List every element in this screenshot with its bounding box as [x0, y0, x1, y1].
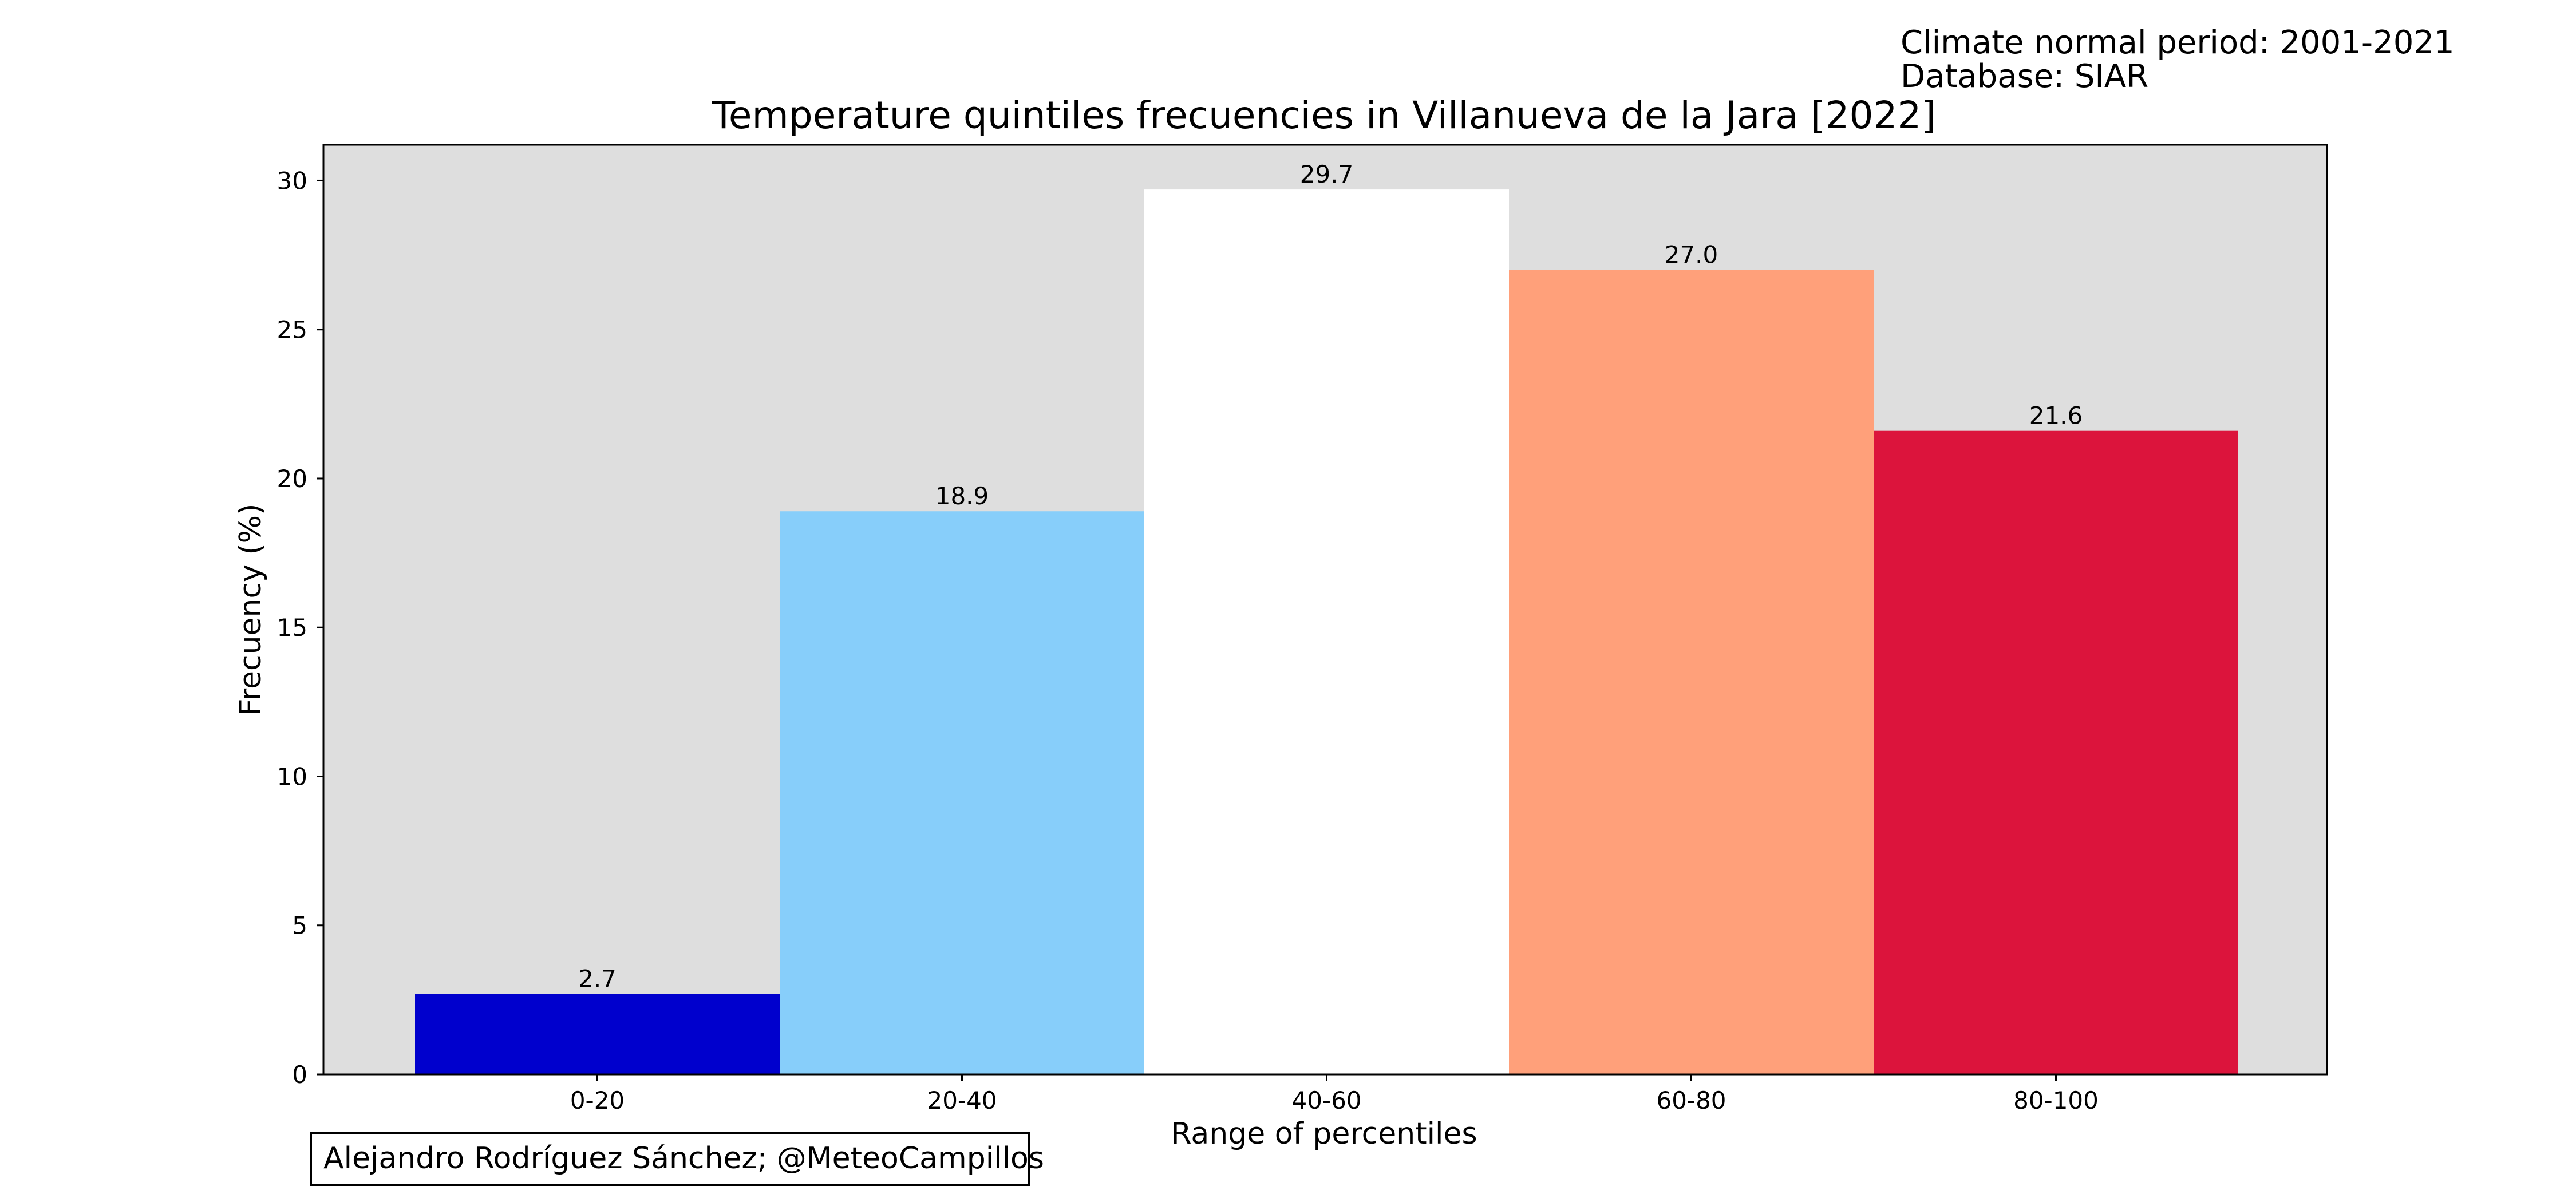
- credit-box: [310, 1132, 1030, 1186]
- bar-value-label: 27.0: [1665, 241, 1718, 269]
- bar-value-label: 21.6: [2029, 402, 2083, 430]
- x-axis-ticks: 0-20 20-40 40-60 60-80 80-100: [570, 1074, 2099, 1114]
- bar-value-label: 2.7: [578, 964, 617, 993]
- credit-text: Alejandro Rodríguez Sánchez; @MeteoCampi…: [323, 1141, 1044, 1176]
- bars-layer: [415, 189, 2238, 1075]
- bar-value-label: 29.7: [1300, 160, 1354, 188]
- x-tick-label: 60-80: [1656, 1086, 1726, 1114]
- y-axis-label: Frecuency (%): [234, 504, 268, 716]
- y-axis-ticks: 0 5 10 15 20 25 30: [277, 167, 323, 1089]
- data-labels-layer: 2.7 18.9 29.7 27.0 21.6: [578, 160, 2083, 993]
- plot-frame: [322, 144, 2328, 1076]
- bar-40-60: [1144, 189, 1509, 1075]
- climate-period-note: Climate normal period: 2001-2021: [1901, 24, 2455, 61]
- bar-20-40: [780, 511, 1144, 1074]
- y-tick-label: 15: [277, 614, 307, 642]
- y-tick-label: 0: [292, 1061, 307, 1089]
- x-tick-label: 0-20: [570, 1086, 625, 1114]
- x-tick-label: 80-100: [2013, 1086, 2099, 1114]
- y-tick-label: 30: [277, 167, 307, 195]
- y-tick-label: 5: [292, 912, 307, 940]
- x-axis-label: Range of percentiles: [1171, 1117, 1477, 1151]
- x-tick-label: 40-60: [1291, 1086, 1361, 1114]
- x-tick-label: 20-40: [927, 1086, 997, 1114]
- bar-0-20: [415, 994, 780, 1074]
- database-note: Database: SIAR: [1901, 58, 2148, 95]
- bar-80-100: [1874, 430, 2238, 1074]
- y-tick-label: 10: [277, 762, 307, 790]
- y-tick-label: 20: [277, 465, 307, 493]
- bar-value-label: 18.9: [935, 482, 989, 510]
- y-tick-label: 25: [277, 316, 307, 344]
- chart-title: Temperature quintiles frecuencies in Vil…: [712, 93, 1936, 137]
- bar-60-80: [1509, 270, 1874, 1075]
